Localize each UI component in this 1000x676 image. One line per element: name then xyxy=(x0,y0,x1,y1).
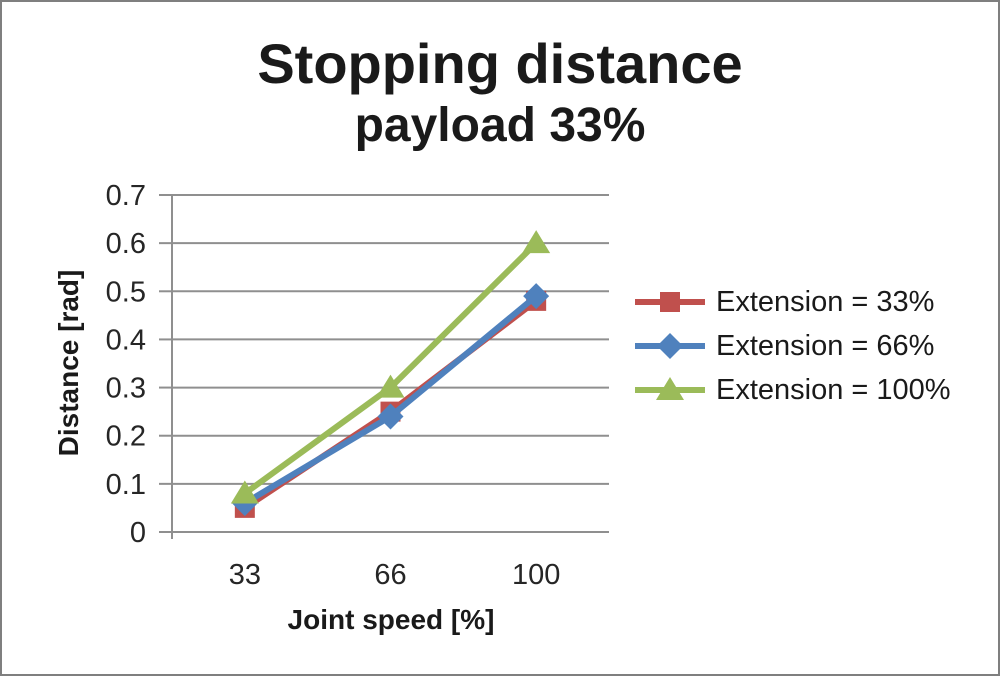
data-point-marker xyxy=(230,480,259,504)
legend-marker-triangle-icon xyxy=(635,377,705,400)
legend-marker-shape xyxy=(657,333,683,359)
y-tick-label: 0 xyxy=(130,517,146,549)
legend-item: Extension = 66% xyxy=(632,324,951,368)
y-tick-label: 0.3 xyxy=(106,373,146,405)
legend: Extension = 33% Extension = 66% Extensio… xyxy=(632,280,951,412)
legend-marker-shape xyxy=(656,377,684,400)
data-point-marker xyxy=(376,374,405,398)
y-tick-label: 0.1 xyxy=(106,469,146,501)
legend-marker-diamond-icon xyxy=(635,333,705,359)
legend-item-label: Extension = 66% xyxy=(716,329,935,362)
series-line xyxy=(243,241,539,496)
legend-marker-square-icon xyxy=(635,292,705,312)
legend-marker-shape xyxy=(660,292,680,312)
x-axis-title: Joint speed [%] xyxy=(287,604,495,635)
data-point-marker xyxy=(377,403,404,430)
legend-item: Extension = 100% xyxy=(632,368,951,412)
y-tick-label: 0.7 xyxy=(106,180,146,212)
legend-item-label: Extension = 33% xyxy=(716,285,935,318)
x-tick-label: 33 xyxy=(229,559,261,591)
y-tick-label: 0.2 xyxy=(106,421,146,453)
y-tick-label: 0.4 xyxy=(106,324,146,356)
x-tick-label: 100 xyxy=(512,559,560,591)
chart-title: Stopping distance xyxy=(257,32,743,95)
x-tick-label: 66 xyxy=(374,559,406,591)
y-tick-label: 0.6 xyxy=(106,228,146,260)
legend-item-label: Extension = 100% xyxy=(716,373,951,406)
data-point-marker xyxy=(522,230,551,254)
chart-header: Stopping distance payload 33% xyxy=(2,32,998,153)
series-line xyxy=(243,293,539,506)
data-point-marker xyxy=(523,283,550,310)
y-axis-title: Distance [rad] xyxy=(53,269,84,457)
legend-item: Extension = 33% xyxy=(632,280,951,324)
chart-subtitle: payload 33% xyxy=(354,99,646,153)
y-tick-label: 0.5 xyxy=(106,276,146,308)
